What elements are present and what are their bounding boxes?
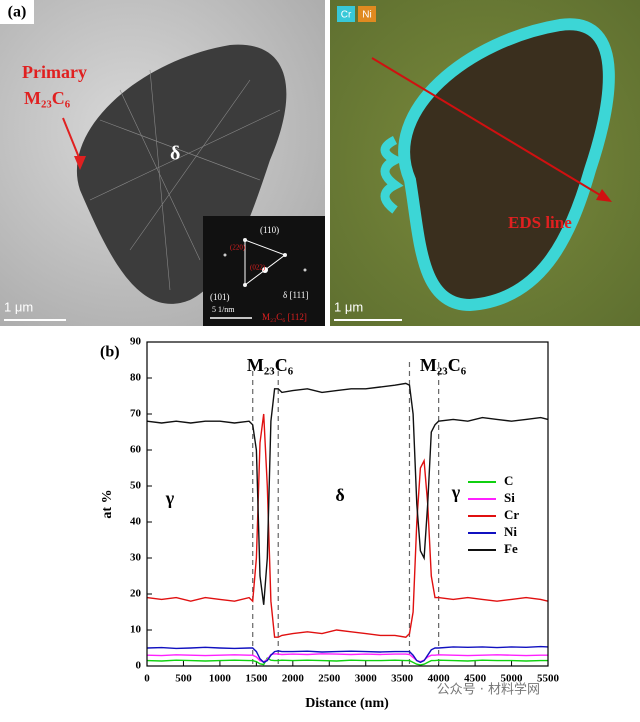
y-tick-label: 50 [130, 480, 142, 492]
x-tick-label: 1000 [209, 673, 232, 685]
legend-label: Ni [504, 524, 517, 539]
sad-label: δ [111] [283, 290, 308, 300]
sad-label: (220) [230, 244, 246, 252]
plot-frame [146, 341, 549, 667]
y-axis-title: at % [100, 489, 115, 518]
sad-label: (022) [250, 264, 266, 272]
annotation: EDS line [508, 213, 572, 232]
x-axis-title: Distance (nm) [305, 696, 389, 711]
x-tick-label: 3000 [355, 673, 378, 685]
x-tick-label: 3500 [391, 673, 414, 685]
sad-label: M₂₃C₆ [112] [262, 312, 307, 322]
legend-label: Si [504, 490, 515, 505]
x-tick-label: 0 [144, 673, 150, 685]
annotation: γ [165, 488, 175, 508]
panel-label: (a) [8, 4, 27, 21]
annotation: M₂₃C₆ [24, 88, 71, 108]
y-tick-label: 10 [130, 624, 142, 636]
map-legend: Ni [362, 10, 371, 21]
annotation: M₂₃C₆ [420, 355, 467, 375]
x-tick-label: 2500 [318, 673, 341, 685]
x-tick-label: 2000 [282, 673, 305, 685]
x-tick-label: 4500 [464, 673, 487, 685]
y-tick-label: 20 [130, 588, 142, 600]
series-line [146, 657, 548, 666]
legend-label: Fe [504, 541, 518, 556]
y-tick-label: 80 [130, 372, 142, 384]
x-tick-label: 1500 [245, 673, 268, 685]
scale-bar-label: 1 μm [334, 299, 363, 314]
sad-label: (101) [210, 292, 230, 302]
legend-label: Cr [504, 507, 519, 522]
annotation: M₂₃C₆ [247, 355, 294, 375]
annotation: γ [451, 482, 461, 502]
y-tick-label: 0 [136, 660, 142, 672]
watermark: 公众号 · 材料学网 [437, 682, 540, 698]
sad-scale: 5 1/nm [212, 305, 235, 314]
x-tick-label: 500 [175, 673, 192, 685]
annotation: Primary [22, 62, 87, 82]
y-tick-label: 90 [130, 336, 142, 348]
y-tick-label: 30 [130, 552, 142, 564]
x-tick-label: 5500 [537, 673, 560, 685]
series-line [146, 382, 549, 605]
sad-label: (110) [260, 225, 279, 235]
y-tick-label: 40 [130, 516, 142, 528]
series-line [146, 645, 549, 664]
series-line [146, 413, 549, 638]
panel-label: (b) [100, 344, 120, 361]
tem-image [0, 0, 325, 326]
map-legend: Cr [341, 10, 352, 21]
annotation: δ [335, 485, 344, 505]
x-tick-label: 4000 [428, 673, 451, 685]
legend-label: C [504, 473, 513, 488]
series-line [146, 653, 548, 663]
scale-bar-label: 1 μm [4, 299, 33, 314]
phase-label: δ [170, 143, 180, 165]
x-tick-label: 5000 [501, 673, 524, 685]
y-tick-label: 70 [130, 408, 142, 420]
eds-map [330, 0, 640, 326]
y-tick-label: 60 [130, 444, 142, 456]
